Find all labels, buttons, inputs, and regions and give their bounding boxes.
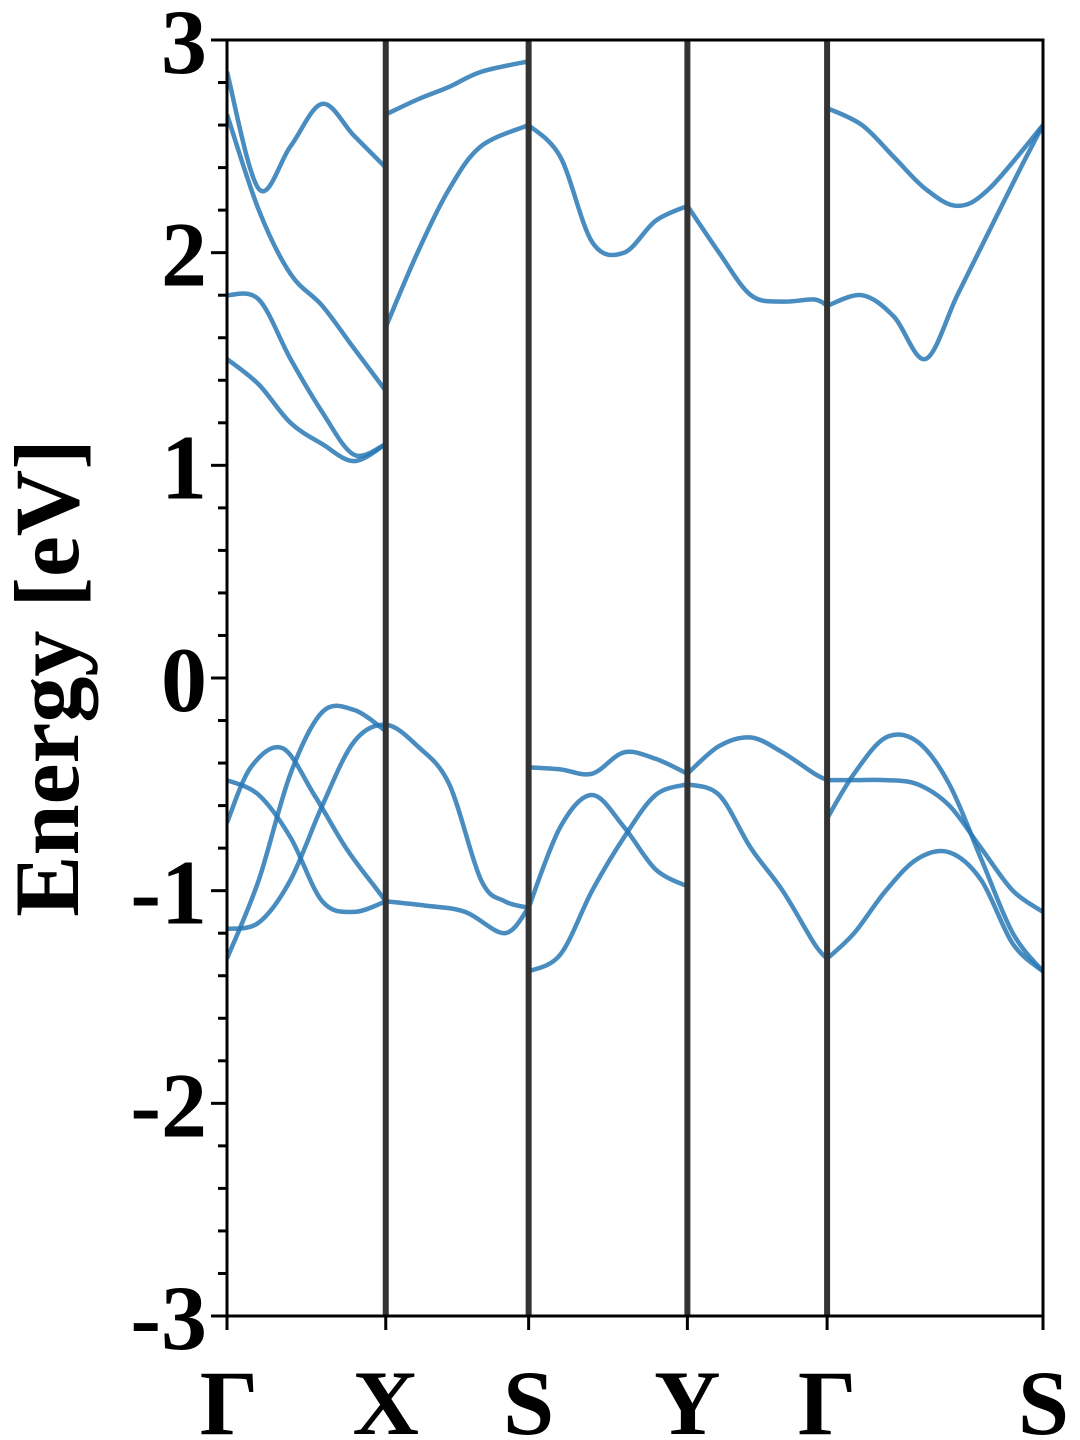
y-tick-label: 1 — [161, 416, 207, 518]
band-line-5 — [385, 899, 531, 936]
x-tick-label-Y: Y — [654, 1352, 720, 1440]
x-tick-label-Γ: Γ — [200, 1352, 259, 1440]
band-line-7 — [527, 782, 689, 974]
y-tick-label: 2 — [161, 204, 207, 306]
band-line-13 — [825, 848, 1043, 974]
y-tick-label: 3 — [161, 0, 207, 93]
band-line-18 — [384, 59, 530, 117]
band-line-3 — [227, 778, 387, 915]
band-line-14 — [227, 113, 388, 393]
y-tick-label: -2 — [130, 1054, 207, 1156]
y-tick-label: 0 — [161, 629, 207, 731]
band-line-4 — [227, 744, 388, 903]
band-line-19 — [383, 123, 530, 328]
band-line-17 — [227, 357, 387, 464]
band-line-15 — [227, 71, 388, 194]
band-line-9 — [685, 735, 829, 783]
band-line-21 — [685, 204, 829, 308]
y-axis-label: Energy [eV] — [0, 439, 98, 917]
band-line-12 — [825, 732, 1043, 973]
x-tick-label-S: S — [1018, 1352, 1069, 1440]
band-line-16 — [227, 291, 387, 459]
band-line-8 — [528, 749, 689, 777]
band-line-20 — [527, 123, 689, 258]
band-line-22 — [826, 124, 1043, 362]
y-axis-ticks: -3 -2 -1 0 1 2 3 — [130, 0, 227, 1369]
band-line-23 — [826, 106, 1043, 209]
x-tick-label-Γ: Γ — [798, 1352, 857, 1440]
y-tick-label: -3 — [130, 1267, 207, 1369]
y-tick-label: -1 — [130, 842, 207, 944]
band-line-11 — [827, 777, 1043, 914]
band-line-2 — [227, 703, 388, 960]
band-curves — [227, 59, 1043, 974]
kpoint-separators — [382, 40, 831, 1316]
x-tick-label-X: X — [353, 1352, 419, 1440]
plot-frame — [225, 38, 1045, 1318]
band-line-6 — [526, 792, 689, 909]
band-line-10 — [686, 782, 829, 961]
x-tick-label-S: S — [503, 1352, 554, 1440]
